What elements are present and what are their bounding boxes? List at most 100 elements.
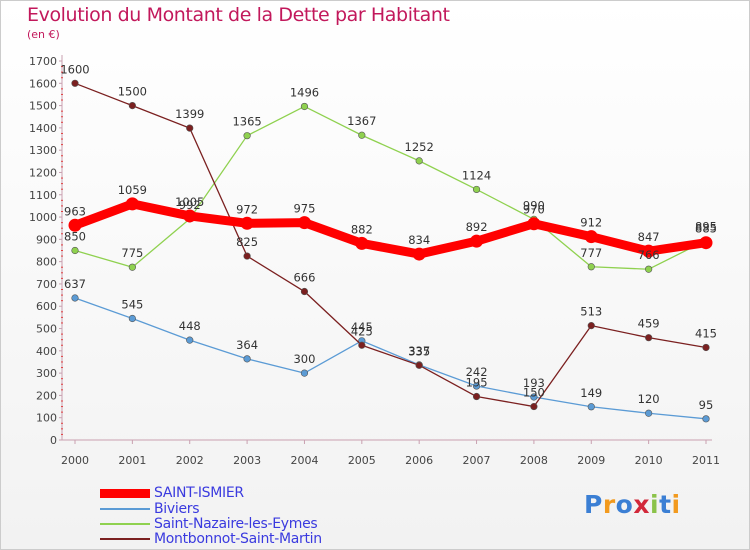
y-tick-label: 600 [36,300,57,313]
data-point [243,355,251,363]
legend-swatch [100,488,150,498]
legend-swatch [100,508,150,510]
data-label: 335 [408,344,430,358]
data-label: 1059 [118,183,147,197]
data-point [645,409,653,417]
data-point [702,343,710,352]
data-point [702,415,710,423]
legend-item: Montbonnot-Saint-Martin [100,531,322,547]
data-label: 459 [638,317,660,331]
data-point [415,361,423,369]
legend-item: Biviers [100,501,200,517]
legend-swatch [100,523,150,525]
data-label: 513 [580,305,602,319]
data-label: 895 [695,219,717,233]
logo-letter: t [659,490,672,519]
y-tick-label: 1500 [29,100,57,113]
data-point [355,236,369,250]
data-label: 445 [351,320,373,334]
legend-label: Saint-Nazaire-les-Eymes [154,516,318,532]
legend-item: SAINT-ISMIER [100,485,244,501]
y-tick-label: 1400 [29,122,57,135]
x-tick-label: 2005 [348,454,376,467]
y-tick-label: 1000 [29,211,57,224]
series-line-saint-ismier [70,199,711,259]
x-tick-label: 2002 [176,454,204,467]
data-label: 972 [236,202,258,216]
data-label: 415 [695,326,717,340]
y-tick-label: 1700 [29,55,57,68]
data-point [587,403,595,411]
data-label: 193 [523,376,545,390]
data-label: 545 [121,297,143,311]
data-point [186,124,194,132]
legend-label: Biviers [154,501,200,517]
legend-label: Montbonnot-Saint-Martin [154,531,322,547]
data-label: 834 [408,233,430,247]
data-label: 775 [121,246,143,260]
data-label: 825 [236,235,258,249]
data-label: 1500 [118,85,147,99]
data-point [470,234,484,248]
data-label: 766 [638,248,660,262]
series-line-saint-nazaire-les-eymes [74,105,707,270]
data-label: 150 [523,386,545,400]
y-tick-label: 900 [36,233,57,246]
data-point [645,265,653,273]
data-point [186,336,194,344]
y-tick-label: 1200 [29,166,57,179]
data-point [240,216,254,230]
y-tick-label: 1100 [29,189,57,202]
y-tick-label: 0 [50,434,57,447]
data-point [128,101,136,110]
x-tick-label: 2000 [61,454,89,467]
data-point [71,79,79,87]
data-point [472,392,481,401]
legend-item: Saint-Nazaire-les-Eymes [100,516,318,532]
x-tick-label: 2006 [405,454,433,467]
series-line-montbonnot-saint-martin [74,82,707,408]
x-tick-label: 2008 [520,454,548,467]
y-tick-label: 100 [36,412,57,425]
data-point [472,382,481,390]
x-tick-label: 2007 [463,454,491,467]
logo-letter: i [671,490,681,519]
y-tick-label: 1600 [29,77,57,90]
data-point [645,334,653,342]
legend-label: SAINT-ISMIER [154,485,244,501]
data-point [415,157,423,165]
y-tick-label: 500 [36,323,57,336]
proxiti-logo: Proxiti [584,490,681,519]
data-label: 885 [695,222,717,236]
data-label: 1600 [60,62,89,76]
data-point [527,217,541,231]
data-label: 777 [580,246,602,260]
data-point [68,218,82,232]
chart-unit: (en €) [27,28,60,41]
data-label: 337 [408,344,430,358]
data-point [243,252,251,260]
data-label: 666 [293,271,315,285]
data-label: 637 [64,277,86,291]
data-point [587,263,595,271]
data-point [530,393,538,401]
y-tick-label: 300 [36,367,57,380]
data-label: 892 [466,220,488,234]
data-label: 850 [64,230,86,244]
data-point [71,246,79,255]
data-label: 1365 [232,115,261,129]
data-point [300,102,309,111]
data-point [300,287,309,296]
data-label: 195 [466,376,488,390]
data-label: 300 [293,352,315,366]
y-tick-label: 400 [36,345,57,358]
data-label: 992 [179,198,201,212]
data-point [128,263,136,271]
data-point [243,132,251,140]
data-point [71,294,79,302]
data-label: 975 [293,202,315,216]
series-line-biviers [74,297,707,420]
y-tick-label: 800 [36,256,57,269]
data-label: 149 [580,386,602,400]
x-tick-label: 2009 [577,454,605,467]
